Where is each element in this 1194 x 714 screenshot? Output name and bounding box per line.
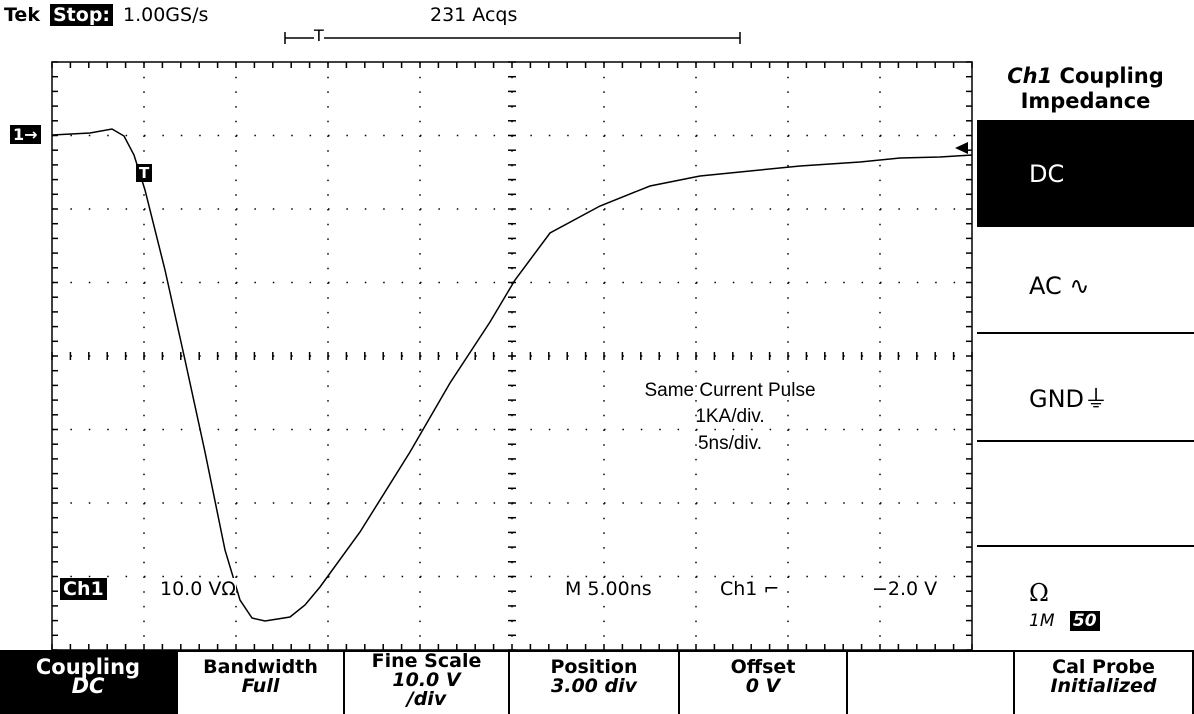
ohm: Ω xyxy=(1029,579,1049,607)
bottom-button[interactable]: Coupling DC xyxy=(0,652,178,714)
readout-scale: 10.0 VΩ xyxy=(160,578,236,600)
status: Stop: xyxy=(50,4,114,26)
readout-trigger-source: Ch1 ⌐ xyxy=(720,578,780,600)
acquisitions: 231 Acqs xyxy=(430,4,518,26)
channel-marker: 1→ xyxy=(10,125,41,144)
title-line2: Impedance xyxy=(1020,89,1151,113)
readout-trigger-level: −2.0 V xyxy=(872,578,938,600)
button-label: Cal Probe xyxy=(1052,656,1155,678)
bottom-button[interactable]: Position 3.00 div xyxy=(510,652,680,714)
button-label: Fine Scale xyxy=(371,650,482,672)
button-value2: /div xyxy=(406,688,447,710)
readout-channel: Ch1 xyxy=(60,578,107,600)
trigger-level-arrow xyxy=(955,142,968,154)
grid xyxy=(51,61,973,651)
annotation: 1KA/div. xyxy=(695,406,765,427)
impedance-option[interactable]: Ω 1M 50 xyxy=(977,545,1194,652)
button-value: Initialized xyxy=(1050,675,1157,697)
impedance-high: 50 xyxy=(1069,611,1100,631)
trigger-marker: T xyxy=(136,164,153,182)
readout-timebase: M 5.00ns xyxy=(565,578,652,600)
bottom-button[interactable]: Cal Probe Initialized xyxy=(1015,652,1194,714)
brand: Tek xyxy=(4,4,40,26)
title-channel: Ch1 xyxy=(1007,64,1053,88)
side-option[interactable]: GND⏚ xyxy=(977,332,1194,440)
record-bracket xyxy=(284,32,741,44)
button-label: Offset xyxy=(730,656,796,678)
bottom-button[interactable] xyxy=(848,652,1015,714)
button-label: Position xyxy=(550,656,638,678)
bottom-button[interactable]: Offset 0 V xyxy=(680,652,848,714)
button-value: 0 V xyxy=(745,675,781,697)
side-option[interactable]: DC xyxy=(977,120,1194,225)
side-option[interactable] xyxy=(977,440,1194,545)
button-value: 10.0 V xyxy=(392,669,461,691)
annotation: 5ns/div. xyxy=(697,433,763,454)
graticule xyxy=(51,32,973,651)
bottom-button[interactable]: Fine Scale 10.0 V/div xyxy=(345,652,510,714)
button-label: Bandwidth xyxy=(203,656,318,678)
impedance-low: 1M xyxy=(1029,611,1055,631)
side-option[interactable]: AC ∿ xyxy=(977,225,1194,332)
button-value: 3.00 div xyxy=(551,675,637,697)
record-trigger: T xyxy=(314,26,324,45)
annotation: Same Current Pulse xyxy=(644,380,816,401)
button-value: Full xyxy=(241,675,280,697)
sample-rate: 1.00GS/s xyxy=(123,4,209,26)
side-menu-title: Ch1 Coupling Impedance xyxy=(977,60,1194,120)
waveform xyxy=(51,128,973,622)
button-label: Coupling xyxy=(35,655,141,679)
title-rest: Coupling xyxy=(1059,64,1164,88)
bottom-rule xyxy=(0,650,1194,652)
bottom-button[interactable]: Bandwidth Full xyxy=(178,652,345,714)
button-value: DC xyxy=(71,674,105,698)
